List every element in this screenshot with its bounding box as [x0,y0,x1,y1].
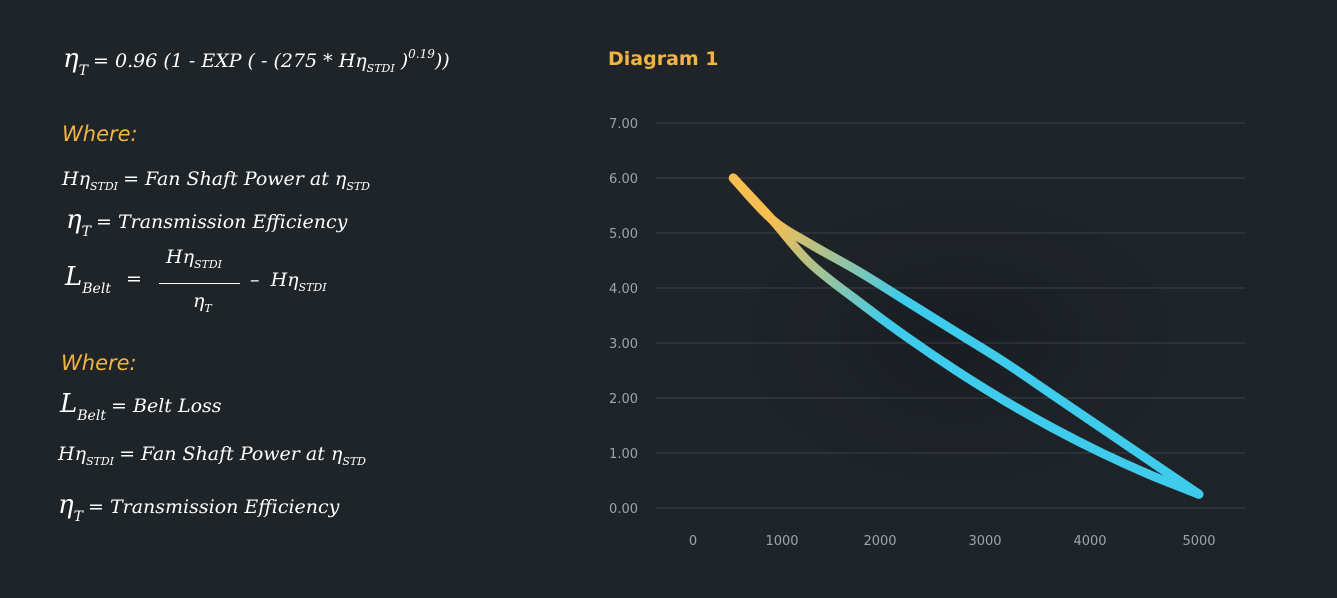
subscript: STDI [366,62,395,75]
x-tick-label: 2000 [863,534,896,549]
y-tick-label: 1.00 [609,447,638,462]
y-tick-label: 6.00 [609,172,638,187]
fraction-bar [159,283,240,284]
definition-transmission: ηT = Transmission Efficiency [66,205,348,240]
subscript: STD [342,455,367,468]
eta-symbol: η [58,490,74,520]
definition-text: = Fan Shaft Power at η [123,168,347,190]
x-tick-label: 1000 [765,534,798,549]
eta-symbol: η [66,205,82,235]
belt-rhs: – HηSTDI [250,269,327,294]
eta-symbol: η [63,44,79,74]
definition-transmission-2: ηT = Transmission Efficiency [58,490,340,525]
subscript: STDI [85,455,114,468]
x-tick-label: 5000 [1182,534,1215,549]
x-tick-label: 3000 [968,534,1001,549]
subscript: Belt [77,408,106,424]
definition-text: = Fan Shaft Power at η [119,443,343,465]
fraction-numerator: HηSTDI [166,246,222,271]
subscript: STDI [193,258,222,271]
definition-shaft-power-2: HηSTDI = Fan Shaft Power at ηSTD [58,443,367,468]
superscript: 0.19 [408,47,435,61]
formula-symbol: Hη [166,246,194,268]
subscript: T [204,302,212,315]
series-line [728,173,1204,499]
definition-text: = Belt Loss [111,395,222,417]
y-tick-label: 7.00 [609,117,638,132]
formula-symbol: L [60,389,78,419]
y-tick-label: 4.00 [609,282,638,297]
y-tick-label: 5.00 [609,227,638,242]
series-line [728,173,1204,499]
definition-text: = Transmission Efficiency [88,496,340,518]
formula-text: ) [394,50,409,72]
main-formula: ηT = 0.96 (1 - EXP ( - (275 * HηSTDI )0.… [63,44,450,79]
subscript: STDI [89,180,118,193]
where-label: Where: [62,122,138,146]
subscript: T [78,63,88,79]
x-tick-label: 4000 [1073,534,1106,549]
chart-title: Diagram 1 [608,48,719,70]
formula-symbol: Hη [270,269,299,291]
y-tick-label: 3.00 [609,337,638,352]
subscript: STDI [298,281,327,294]
y-tick-label: 0.00 [609,502,638,517]
x-axis-ticks: 0 1000 2000 3000 4000 5000 [689,534,1216,549]
subscript: T [81,224,91,240]
definition-shaft-power: HηSTDI = Fan Shaft Power at ηSTD [62,168,371,193]
formula-symbol: Hη [58,443,86,465]
y-axis-ticks: 0.00 1.00 2.00 3.00 4.00 5.00 6.00 7.00 [609,117,638,517]
where-label: Where: [61,351,137,375]
subscript: T [73,509,83,525]
y-tick-label: 2.00 [609,392,638,407]
formula-symbol: L [65,262,83,292]
series-lines [728,173,1204,499]
grid-lines [656,122,1245,509]
formula-symbol: Hη [62,168,90,190]
belt-lhs: LBelt = [65,262,142,297]
definition-belt-loss: LBelt = Belt Loss [60,389,222,424]
formula-text: )) [434,50,450,72]
subscript: STD [346,180,371,193]
x-tick-label: 0 [689,534,697,549]
definition-text: = Transmission Efficiency [96,211,348,233]
subscript: Belt [82,281,111,297]
equals-sign: = [126,268,142,290]
minus-sign: – [250,269,260,291]
fraction-denominator: ηT [193,290,212,315]
eta-symbol: η [193,290,205,312]
formula-text: = 0.96 (1 - EXP ( - (275 * Hη [93,50,367,72]
